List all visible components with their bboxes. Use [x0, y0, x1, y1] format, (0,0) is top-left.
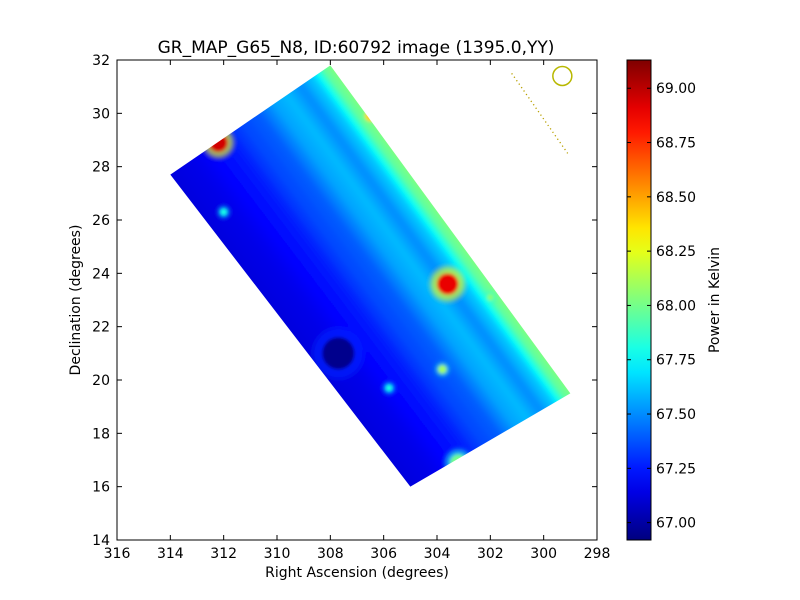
y-tick-label: 22 [92, 320, 110, 336]
colorbar-tick-label: 69.00 [656, 81, 696, 97]
heatmap-spot [322, 337, 355, 370]
x-tick-label: 300 [530, 546, 557, 562]
overlays [511, 65, 573, 154]
x-tick-label: 302 [477, 546, 504, 562]
y-tick-label: 16 [92, 480, 110, 496]
y-tick-label: 32 [92, 53, 110, 69]
x-tick-label: 308 [317, 546, 344, 562]
y-tick-label: 28 [92, 160, 110, 176]
x-tick-label: 316 [104, 546, 131, 562]
colorbar-tick-label: 68.00 [656, 298, 696, 314]
x-tick-label: 310 [264, 546, 291, 562]
heatmap-spot [220, 208, 227, 216]
colorbar: 67.00 67.25 67.50 67.75 68.00 68.25 68.50 68.75… [626, 59, 696, 541]
y-tick-label: 30 [92, 106, 110, 122]
y-tick-label: 20 [92, 373, 110, 389]
x-tick-label: 304 [424, 546, 451, 562]
x-tick-label: 314 [157, 546, 184, 562]
heatmap-spot [437, 273, 459, 295]
colorbar-tick-label: 67.50 [656, 407, 696, 423]
chart-title: GR_MAP_G65_N8, ID:60792 image (1395.0,YY… [158, 38, 555, 58]
y-tick-label: 26 [92, 213, 110, 229]
heatmap-spot [450, 454, 467, 471]
heatmap-spot [385, 384, 393, 392]
y-tick-label: 24 [92, 266, 110, 282]
heatmap-spot [487, 294, 494, 301]
heatmap-spot [438, 365, 447, 374]
plot-frame [116, 59, 598, 541]
colorbar-tick-label: 67.25 [656, 461, 696, 477]
x-axis-label: Right Ascension (degrees) [265, 565, 449, 581]
heatmap-spot-halo [361, 107, 379, 125]
y-tick-label: 14 [92, 533, 110, 549]
colorbar-tick-label: 68.50 [656, 190, 696, 206]
x-axis-ticks: 316 314 312 310 308 306 304 302 300 298 [104, 60, 611, 562]
beam-circle-marker [552, 65, 573, 87]
x-tick-label: 312 [210, 546, 237, 562]
heatmap-band [170, 164, 421, 487]
colorbar-label: Power in Kelvin [707, 247, 723, 353]
x-tick-label: 306 [370, 546, 397, 562]
heatmap-spot-halo [445, 449, 472, 476]
y-axis-label: Declination (degrees) [68, 225, 84, 376]
plot-area [170, 65, 573, 487]
colorbar-ticks: 67.00 67.25 67.50 67.75 68.00 68.25 68.50 68.75… [627, 81, 696, 532]
colorbar-tick-label: 68.75 [656, 136, 696, 152]
heatmap-band [170, 166, 419, 487]
heatmap-spot [209, 133, 228, 153]
colorbar-tick-label: 67.00 [656, 516, 696, 532]
heatmap-spot [365, 110, 376, 122]
heatmap-image [170, 65, 571, 487]
y-tick-label: 18 [92, 426, 110, 442]
y-axis-ticks: 14 16 18 20 22 24 26 28 30 32 [92, 53, 597, 549]
colorbar-tick-label: 68.25 [656, 244, 696, 260]
x-tick-label: 298 [584, 546, 611, 562]
colorbar-tick-label: 67.75 [656, 353, 696, 369]
colorbar-gradient [626, 59, 652, 541]
